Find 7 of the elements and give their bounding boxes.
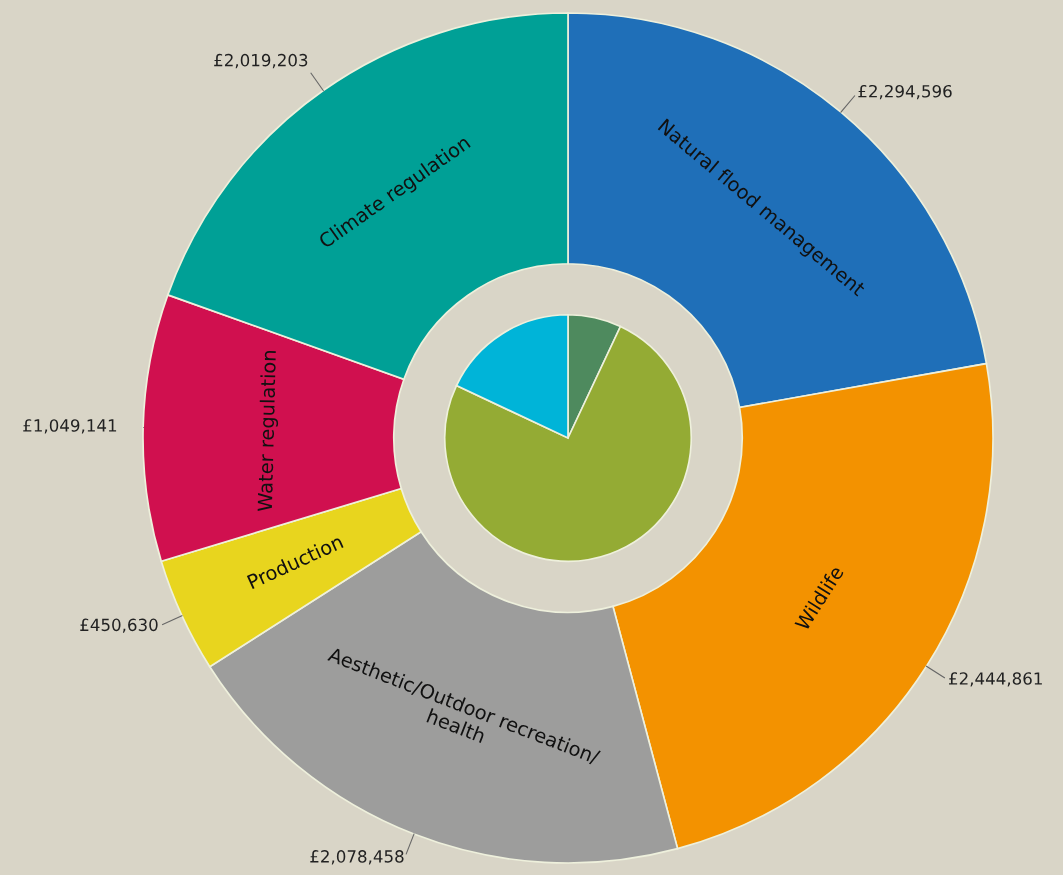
data-label: £1,049,141 [23,419,117,434]
data-label: £2,294,596 [858,84,952,100]
data-label: £2,078,458 [310,850,404,865]
data-label: £2,019,203 [214,53,308,69]
data-label: £450,630 [80,618,158,633]
data-label: £2,444,861 [949,672,1042,687]
slice-label: Water regulation [257,350,280,512]
